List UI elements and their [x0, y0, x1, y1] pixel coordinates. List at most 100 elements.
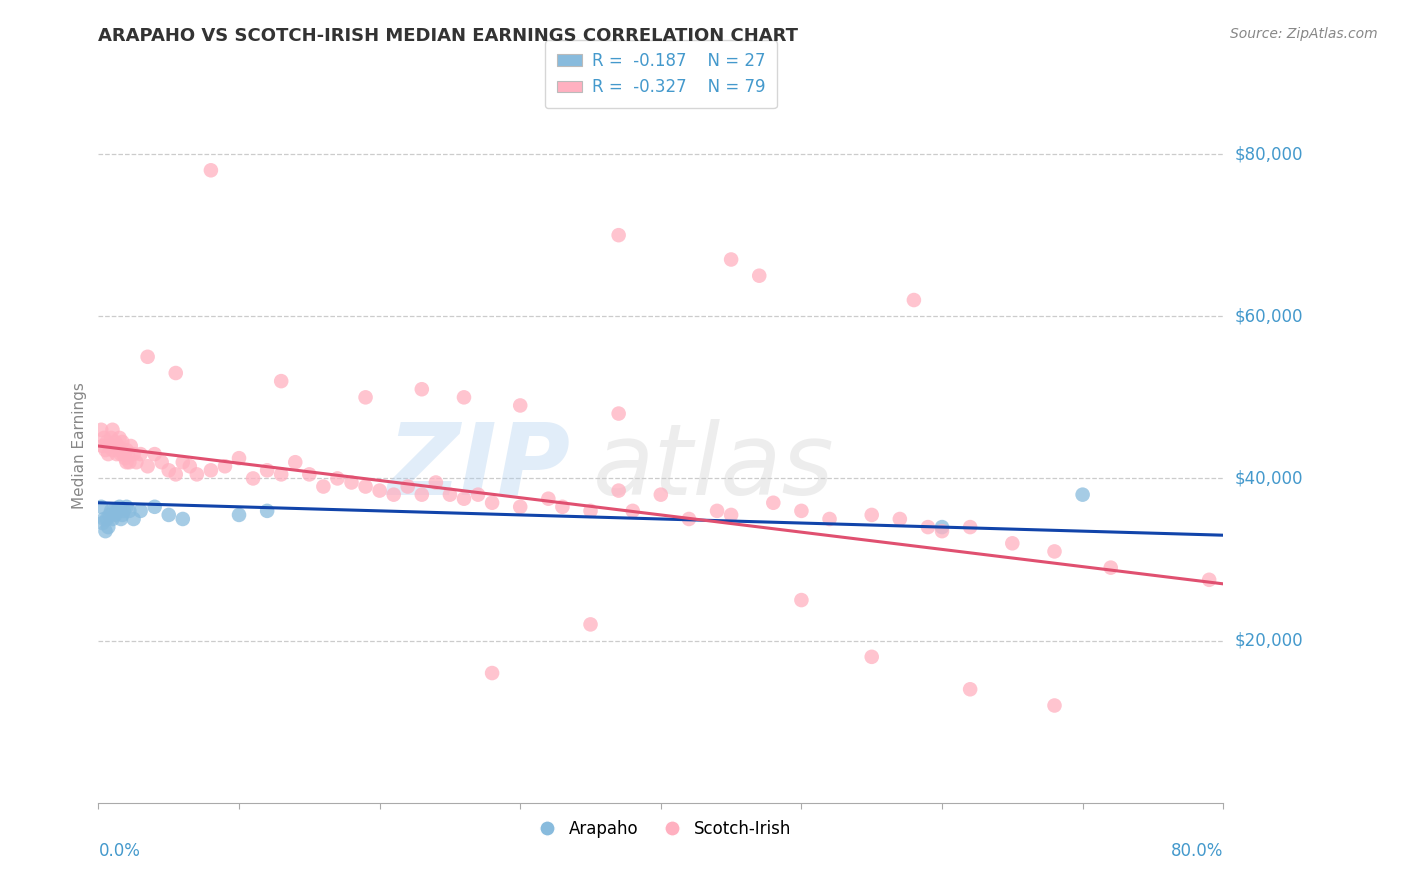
Point [200, 463, 222, 477]
Point [256, 504, 278, 518]
Point [125, 455, 148, 469]
Point [165, 366, 187, 380]
Text: $20,000: $20,000 [1234, 632, 1303, 649]
Point [509, 399, 531, 413]
Point [108, 500, 131, 514]
Point [537, 491, 560, 506]
Point [228, 508, 250, 522]
Text: 80.0%: 80.0% [1171, 842, 1223, 860]
Point [706, 504, 728, 518]
Point [270, 467, 292, 482]
Point [179, 459, 201, 474]
Point [903, 293, 925, 307]
Text: ZIP: ZIP [388, 419, 571, 516]
Point [114, 451, 136, 466]
Point [157, 463, 180, 477]
Point [90, 500, 112, 514]
Point [326, 471, 349, 485]
Text: $40,000: $40,000 [1234, 469, 1303, 487]
Point [101, 423, 124, 437]
Point [108, 443, 131, 458]
Point [481, 496, 503, 510]
Point [103, 504, 125, 518]
Point [115, 455, 138, 469]
Point [453, 491, 475, 506]
Point [467, 488, 489, 502]
Point [143, 500, 166, 514]
Point [748, 268, 770, 283]
Point [100, 431, 122, 445]
Point [411, 488, 433, 502]
Point [111, 434, 134, 449]
Text: Source: ZipAtlas.com: Source: ZipAtlas.com [1230, 27, 1378, 41]
Point [101, 443, 124, 458]
Point [110, 447, 132, 461]
Point [551, 500, 574, 514]
Point [118, 455, 141, 469]
Legend: Arapaho, Scotch-Irish: Arapaho, Scotch-Irish [524, 814, 797, 845]
Point [98, 439, 121, 453]
Point [720, 252, 742, 267]
Point [411, 382, 433, 396]
Point [298, 467, 321, 482]
Point [97, 520, 120, 534]
Point [186, 467, 208, 482]
Point [959, 682, 981, 697]
Point [91, 439, 114, 453]
Point [93, 431, 115, 445]
Point [256, 463, 278, 477]
Point [200, 163, 222, 178]
Point [136, 350, 159, 364]
Point [1099, 560, 1122, 574]
Point [93, 512, 115, 526]
Point [117, 447, 139, 461]
Y-axis label: Median Earnings: Median Earnings [72, 383, 87, 509]
Point [122, 447, 145, 461]
Point [242, 471, 264, 485]
Point [650, 488, 672, 502]
Point [96, 512, 118, 526]
Point [96, 434, 118, 449]
Point [1043, 698, 1066, 713]
Point [1071, 488, 1094, 502]
Point [382, 488, 405, 502]
Point [579, 504, 602, 518]
Point [165, 467, 187, 482]
Point [720, 508, 742, 522]
Point [354, 390, 377, 404]
Point [621, 504, 644, 518]
Point [214, 459, 236, 474]
Point [94, 443, 117, 458]
Point [129, 447, 152, 461]
Point [860, 649, 883, 664]
Point [818, 512, 841, 526]
Point [354, 479, 377, 493]
Point [579, 617, 602, 632]
Point [110, 512, 132, 526]
Point [172, 455, 194, 469]
Point [90, 423, 112, 437]
Point [107, 439, 129, 453]
Point [453, 390, 475, 404]
Point [129, 504, 152, 518]
Point [91, 516, 114, 530]
Point [100, 504, 122, 518]
Point [112, 504, 135, 518]
Point [917, 520, 939, 534]
Point [860, 508, 883, 522]
Text: $60,000: $60,000 [1234, 307, 1303, 326]
Point [103, 439, 125, 453]
Point [607, 407, 630, 421]
Point [105, 447, 128, 461]
Point [678, 512, 700, 526]
Point [143, 447, 166, 461]
Point [889, 512, 911, 526]
Text: ARAPAHO VS SCOTCH-IRISH MEDIAN EARNINGS CORRELATION CHART: ARAPAHO VS SCOTCH-IRISH MEDIAN EARNINGS … [98, 27, 799, 45]
Point [790, 593, 813, 607]
Point [425, 475, 447, 490]
Point [959, 520, 981, 534]
Point [105, 504, 128, 518]
Point [115, 443, 138, 458]
Point [931, 524, 953, 538]
Text: $80,000: $80,000 [1234, 145, 1303, 163]
